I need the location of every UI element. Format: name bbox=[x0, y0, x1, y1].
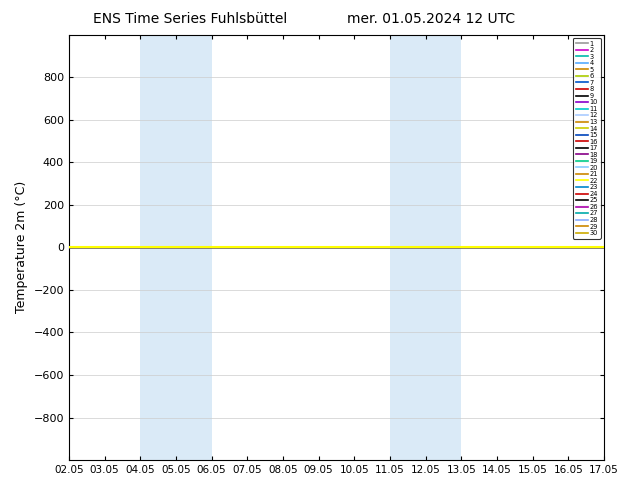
Bar bbox=[390, 35, 462, 460]
Bar bbox=[140, 35, 212, 460]
Text: mer. 01.05.2024 12 UTC: mer. 01.05.2024 12 UTC bbox=[347, 12, 515, 26]
Text: ENS Time Series Fuhlsbüttel: ENS Time Series Fuhlsbüttel bbox=[93, 12, 287, 26]
Y-axis label: Temperature 2m (°C): Temperature 2m (°C) bbox=[15, 181, 28, 314]
Legend: 1, 2, 3, 4, 5, 6, 7, 8, 9, 10, 11, 12, 13, 14, 15, 16, 17, 18, 19, 20, 21, 22, 2: 1, 2, 3, 4, 5, 6, 7, 8, 9, 10, 11, 12, 1… bbox=[573, 38, 601, 239]
